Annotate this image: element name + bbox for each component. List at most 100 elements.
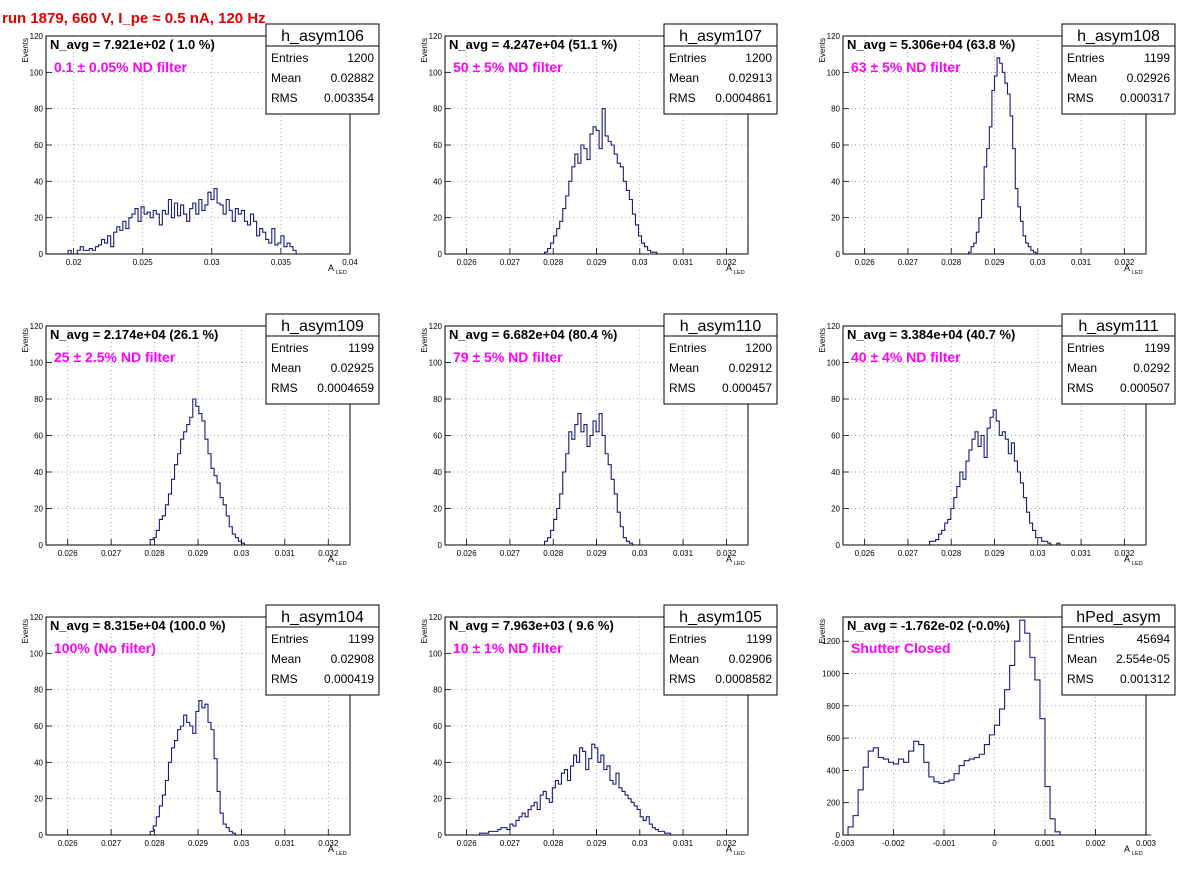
y-tick-label: 60 [34,141,43,150]
page-title: run 1879, 660 V, I_pe ≈ 0.5 nA, 120 Hz [2,10,266,27]
stats-value: 0.000317 [1120,91,1170,105]
navg-text: N_avg = 7.921e+02 ( 1.0 %) [50,37,215,52]
y-tick-label: 120 [30,613,44,622]
y-tick-label: 100 [30,649,44,658]
stats-value: 0.02913 [729,71,773,85]
y-axis-label: Events [21,328,30,352]
x-tick-label: 0.002 [1085,839,1106,848]
histogram-name: hPed_asym [1076,609,1161,626]
x-tick-label: 0.028 [543,549,564,558]
x-tick-label: 0.029 [188,549,209,558]
y-tick-label: 600 [827,734,841,743]
histogram-panel-h_asym111: 0.026 0.027 0.028 0.029 0.03 0.031 0.032 0 20 40 6… [818,313,1176,567]
stats-key: RMS [271,381,298,395]
histogram-series [544,413,636,546]
stats-value: 0.0004659 [317,381,374,395]
histogram-panel-h_asym110: 0.026 0.027 0.028 0.029 0.03 0.031 0.032 0 20 40 6… [420,313,778,567]
histogram-panel-h_asym106: 0.02 0.025 0.03 0.035 0.04 0 20 40 60 80 100 120Eve… [21,23,380,276]
stats-key: Mean [669,361,699,375]
x-tick-label: 0.026 [457,258,478,267]
x-axis-label: A [1124,844,1130,854]
filter-annotation: 10 ± 1% ND filter [453,640,563,656]
histogram-panel-h_asym108: 0.026 0.027 0.028 0.029 0.03 0.031 0.032 0 20 40 6… [818,23,1176,276]
y-tick-label: 40 [34,758,43,767]
y-tick-label: 20 [433,505,442,514]
stats-value: 0.02882 [331,71,375,85]
filter-annotation: 50 ± 5% ND filter [453,59,563,75]
x-tick-label: 0.03 [632,839,648,848]
stats-value: 1200 [347,51,374,65]
stats-key: RMS [1067,381,1094,395]
stats-key: Mean [669,71,699,85]
y-tick-label: 60 [433,432,442,441]
x-tick-label: 0.028 [145,549,166,558]
y-tick-label: 120 [429,613,443,622]
x-tick-label: 0.029 [188,839,209,848]
stats-key: Entries [669,632,706,646]
x-tick-label: 0.028 [543,258,564,267]
stats-key: RMS [1067,672,1094,686]
x-tick-label: 0.025 [133,258,154,267]
stats-box [663,23,778,115]
filter-annotation: Shutter Closed [851,640,951,656]
x-axis-label-subscript: LED [734,851,745,857]
stats-key: Mean [1067,71,1097,85]
stats-value: 0.02908 [331,652,375,666]
navg-text: N_avg = 6.682e+04 (80.4 %) [449,327,617,342]
x-tick-label: 0.028 [941,549,962,558]
histogram-name: h_asym108 [1077,28,1160,45]
x-axis-label: A [1124,263,1130,273]
x-tick-label: 0.032 [318,839,339,848]
x-tick-label: 0.028 [145,839,166,848]
stats-value: 45694 [1137,632,1171,646]
stats-key: Entries [271,632,308,646]
x-tick-label: 0.032 [1114,258,1135,267]
stats-value: 0.003354 [324,91,374,105]
navg-text: N_avg = 8.315e+04 (100.0 %) [50,618,226,633]
filter-annotation: 79 ± 5% ND filter [453,349,563,365]
x-tick-label: 0 [992,839,997,848]
stats-value: 0.02925 [331,361,375,375]
y-tick-label: 100 [429,649,443,658]
x-tick-label: 0.027 [500,549,521,558]
x-axis-label: A [726,263,732,273]
x-tick-label: 0.031 [275,839,296,848]
y-tick-label: 0 [438,250,443,259]
stats-value: 1199 [348,341,374,355]
histogram-name: h_asym110 [680,318,762,335]
y-tick-label: 0 [836,250,841,259]
histogram-name: h_asym111 [1078,318,1158,335]
x-tick-label: 0.032 [716,839,737,848]
y-tick-label: 120 [30,322,44,331]
stats-key: Entries [669,51,706,65]
stats-box [265,23,380,115]
stats-key: Mean [1067,652,1097,666]
filter-annotation: 63 ± 5% ND filter [851,59,961,75]
x-tick-label: 0.026 [58,839,79,848]
y-tick-label: 0 [438,541,443,550]
stats-value: 0.0292 [1133,361,1170,375]
y-tick-label: 20 [34,795,43,804]
stats-key: RMS [271,672,298,686]
x-axis-label: A [1124,554,1130,564]
x-tick-label: 0.03 [234,549,250,558]
x-tick-label: 0.03 [1030,258,1046,267]
histogram-panel-h_asym104: 0.026 0.027 0.028 0.029 0.03 0.031 0.032 0 20 40 6… [21,604,380,857]
stats-key: Entries [1067,632,1104,646]
y-tick-label: 80 [34,395,43,404]
x-tick-label: 0.03 [204,258,220,267]
stats-value: 0.001312 [1120,672,1170,686]
stats-key: Mean [271,71,301,85]
x-tick-label: 0.026 [457,549,478,558]
y-tick-label: 80 [831,395,840,404]
stats-value: 0.02926 [1127,71,1171,85]
stats-value: 1200 [745,341,772,355]
y-axis-label: Events [818,619,827,643]
x-axis-label: A [328,554,334,564]
y-tick-label: 40 [831,177,840,186]
stats-key: Entries [1067,51,1104,65]
x-axis-label: A [726,844,732,854]
histogram-name: h_asym109 [281,318,364,335]
stats-key: Entries [271,341,308,355]
x-tick-label: 0.032 [716,258,737,267]
